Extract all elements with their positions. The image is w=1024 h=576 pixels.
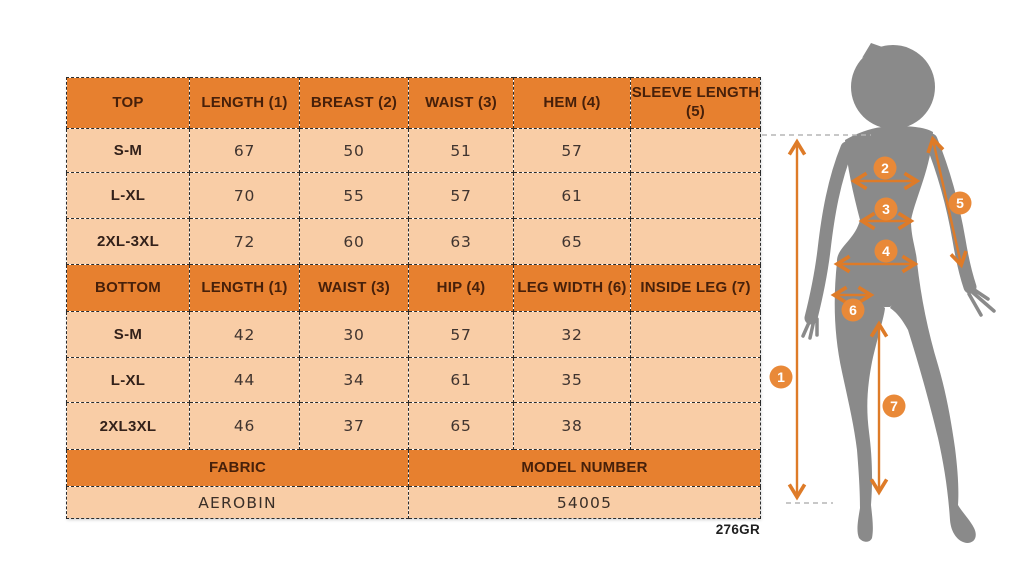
marker-circle (882, 394, 906, 418)
info-value-row: AEROBIN 54005 (66, 486, 761, 519)
length-header-cell: LENGTH (1) (189, 77, 300, 129)
table-cell (630, 311, 761, 358)
size-label-cell: 2XL-3XL (66, 218, 190, 265)
left-arm (804, 141, 854, 325)
marker-6: 6 (841, 298, 865, 322)
fabric-header-cell: FABRIC (66, 449, 409, 487)
left-hand-fingers (801, 316, 819, 340)
right-arm (924, 133, 977, 294)
table-cell: 65 (513, 218, 631, 265)
table-cell (630, 402, 761, 450)
measurement-markers: 1 2 3 4 5 6 7 (769, 156, 972, 418)
table-cell: 61 (513, 172, 631, 219)
hip-header-cell: HIP (4) (408, 264, 514, 312)
size-label-cell: L-XL (66, 357, 190, 403)
marker-circle (948, 191, 972, 215)
table-cell: 57 (408, 311, 514, 358)
leg-width-header-cell: LEG WIDTH (6) (513, 264, 631, 312)
marker-circle (841, 298, 865, 322)
marker-label: 5 (956, 195, 964, 211)
right-leg (890, 262, 976, 543)
table-row: S-M 67 50 51 57 (66, 128, 761, 173)
marker-label: 4 (882, 243, 890, 259)
sleeve-arrow (926, 135, 968, 269)
size-label-cell: S-M (66, 311, 190, 358)
marker-circle (873, 156, 897, 180)
marker-label: 6 (849, 302, 857, 318)
size-chart-table: TOP LENGTH (1) BREAST (2) WAIST (3) HEM … (66, 77, 761, 519)
head (851, 45, 935, 129)
marker-4: 4 (874, 239, 898, 263)
table-cell: 51 (408, 128, 514, 173)
table-cell: 44 (189, 357, 300, 403)
table-cell: 42 (189, 311, 300, 358)
model-number-header-cell: MODEL NUMBER (408, 449, 761, 487)
table-row: 2XL3XL 46 37 65 38 (66, 402, 761, 450)
table-cell: 50 (299, 128, 409, 173)
table-cell: 30 (299, 311, 409, 358)
bottom-header-row: BOTTOM LENGTH (1) WAIST (3) HIP (4) LEG … (66, 264, 761, 312)
table-cell: 35 (513, 357, 631, 403)
length-header-cell: LENGTH (1) (189, 264, 300, 312)
table-cell: 32 (513, 311, 631, 358)
marker-label: 2 (881, 160, 889, 176)
hair-peak (862, 43, 888, 58)
marker-1: 1 (769, 365, 793, 389)
table-cell: 60 (299, 218, 409, 265)
top-header-row: TOP LENGTH (1) BREAST (2) WAIST (3) HEM … (66, 77, 761, 129)
weight-note: 276GR (715, 522, 760, 537)
table-cell (630, 172, 761, 219)
size-label-cell: L-XL (66, 172, 190, 219)
marker-circle (769, 365, 793, 389)
table-cell (630, 218, 761, 265)
table-cell: 46 (189, 402, 300, 450)
table-cell: 34 (299, 357, 409, 403)
table-cell (630, 357, 761, 403)
table-row: L-XL 70 55 57 61 (66, 172, 761, 219)
hem-header-cell: HEM (4) (513, 77, 631, 129)
size-label-cell: S-M (66, 128, 190, 173)
table-cell: 57 (513, 128, 631, 173)
table-cell (630, 128, 761, 173)
breast-header-cell: BREAST (2) (299, 77, 409, 129)
table-cell: 72 (189, 218, 300, 265)
marker-3: 3 (874, 197, 898, 221)
table-cell: 70 (189, 172, 300, 219)
waist-header-cell: WAIST (3) (299, 264, 409, 312)
marker-label: 3 (882, 201, 890, 217)
waist-header-cell: WAIST (3) (408, 77, 514, 129)
marker-label: 7 (890, 398, 898, 414)
marker-7: 7 (882, 394, 906, 418)
table-cell: 57 (408, 172, 514, 219)
torso (836, 126, 933, 307)
table-cell: 37 (299, 402, 409, 450)
table-cell: 65 (408, 402, 514, 450)
female-silhouette (801, 43, 996, 543)
table-row: 2XL-3XL 72 60 63 65 (66, 218, 761, 265)
marker-5: 5 (948, 191, 972, 215)
left-leg (834, 262, 885, 542)
marker-2: 2 (873, 156, 897, 180)
right-hand-fingers (967, 285, 996, 317)
table-row: S-M 42 30 57 32 (66, 311, 761, 358)
model-number-value-cell: 54005 (408, 486, 761, 519)
table-row: L-XL 44 34 61 35 (66, 357, 761, 403)
fabric-value-cell: AEROBIN (66, 486, 409, 519)
marker-circle (874, 239, 898, 263)
sleeve-length-header-cell: SLEEVE LENGTH (5) (630, 77, 761, 129)
marker-circle (874, 197, 898, 221)
bottom-header-cell: BOTTOM (66, 264, 190, 312)
size-label-cell: 2XL3XL (66, 402, 190, 450)
table-cell: 63 (408, 218, 514, 265)
table-cell: 38 (513, 402, 631, 450)
marker-label: 1 (777, 369, 785, 385)
table-cell: 61 (408, 357, 514, 403)
table-cell: 67 (189, 128, 300, 173)
table-cell: 55 (299, 172, 409, 219)
info-header-row: FABRIC MODEL NUMBER (66, 449, 761, 487)
inside-leg-header-cell: INSIDE LEG (7) (630, 264, 761, 312)
top-header-cell: TOP (66, 77, 190, 129)
